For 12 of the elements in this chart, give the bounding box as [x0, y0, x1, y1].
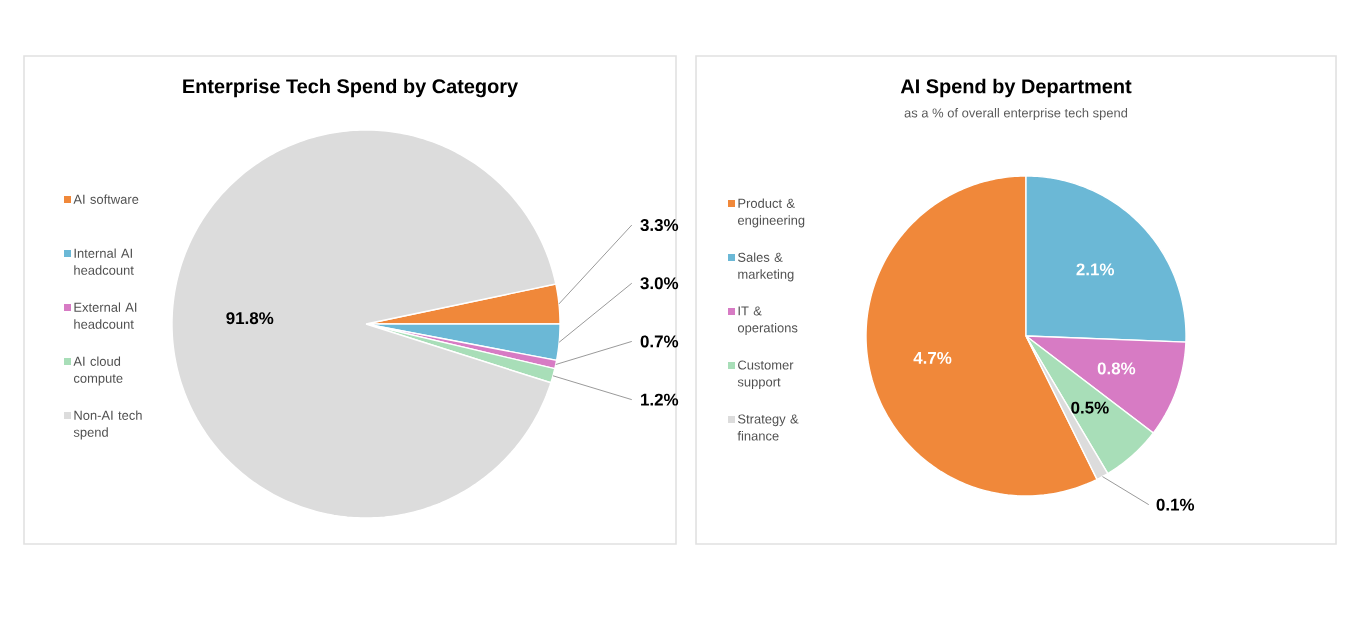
data-label: 1.2% — [641, 393, 679, 406]
data-label: 0.1% — [1156, 498, 1195, 511]
data-label: 4.7% — [913, 351, 952, 364]
data-label: 3.3% — [640, 219, 679, 232]
chart-title: Enterprise Tech Spend by Category — [183, 78, 518, 98]
data-label: 91.8% — [226, 312, 274, 325]
data-label: 2.1% — [1076, 263, 1115, 276]
chart-title: AI Spend by Department — [900, 78, 1132, 98]
data-label: 0.5% — [1071, 401, 1109, 414]
data-label: 0.8% — [1097, 362, 1136, 375]
data-label: 3.0% — [640, 277, 679, 290]
data-label: 0.7% — [640, 335, 679, 348]
